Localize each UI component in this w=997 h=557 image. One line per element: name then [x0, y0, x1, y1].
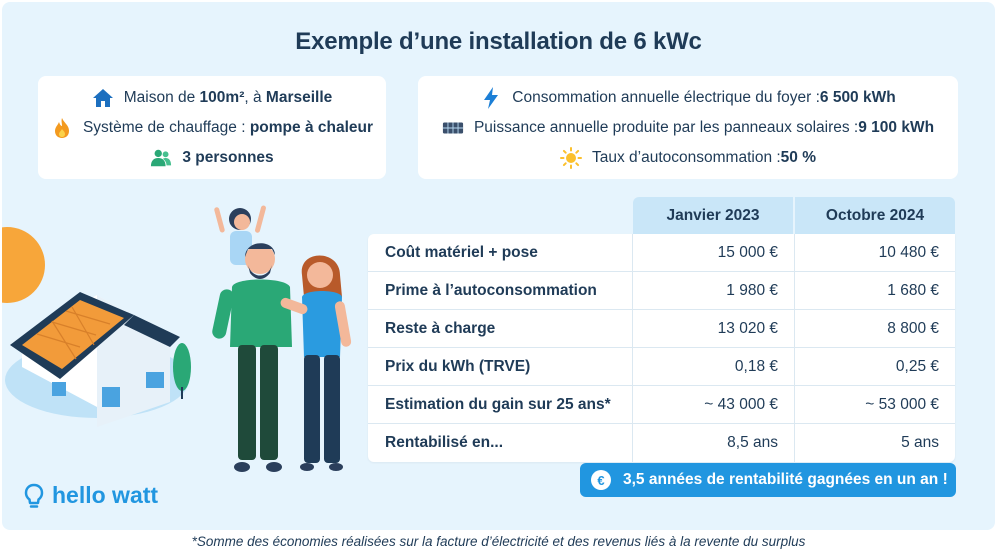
- self-consumption-value: 50 %: [780, 149, 817, 166]
- production-value: 9 100 kWh: [858, 119, 935, 136]
- family-drawing: [212, 205, 352, 472]
- cell-jan-2023: 1 980 €: [726, 282, 778, 299]
- consumption-line: Consommation annuelle électrique du foye…: [418, 87, 958, 109]
- column-header-oct-2024: Octobre 2024: [795, 197, 955, 234]
- energy-info-box: Consommation annuelle électrique du foye…: [418, 76, 958, 179]
- occupants-count: 3 personnes: [182, 149, 274, 166]
- cell-oct-2024: 8 800 €: [887, 320, 939, 337]
- hello-watt-logo: hello watt: [24, 482, 158, 509]
- table-row: Prime à l’autoconsommation 1 980 € 1 680…: [368, 272, 955, 310]
- column-header-jan-2023: Janvier 2023: [633, 197, 793, 234]
- cell-jan-2023: ~ 43 000 €: [704, 396, 778, 413]
- row-label: Rentabilisé en...: [385, 434, 504, 451]
- house-city: Marseille: [265, 89, 333, 106]
- household-info-box: Maison de 100m², à Marseille Système de …: [38, 76, 386, 179]
- production-prefix: Puissance annuelle produite par les pann…: [473, 119, 859, 136]
- self-consumption-prefix: Taux d’autoconsommation :: [591, 149, 781, 166]
- house-size: 100m²: [199, 89, 245, 106]
- logo-text: hello watt: [52, 482, 159, 508]
- column-divider: [794, 234, 795, 462]
- cell-jan-2023: 8,5 ans: [727, 434, 778, 451]
- heating-line: Système de chauffage : pompe à chaleur: [38, 118, 386, 138]
- table-row: Rentabilisé en... 8,5 ans 5 ans: [368, 424, 955, 462]
- row-label: Reste à charge: [385, 320, 496, 337]
- table-row: Estimation du gain sur 25 ans* ~ 43 000 …: [368, 386, 955, 424]
- cell-oct-2024: 10 480 €: [878, 244, 939, 261]
- cell-jan-2023: 13 020 €: [717, 320, 778, 337]
- house-family-illustration: [2, 205, 352, 472]
- rentability-banner: € 3,5 années de rentabilité gagnées en u…: [580, 463, 956, 497]
- production-line: Puissance annuelle produite par les pann…: [418, 118, 958, 138]
- cell-oct-2024: 0,25 €: [895, 358, 939, 375]
- occupants-line: 3 personnes: [38, 148, 386, 168]
- footnote: *Somme des économies réalisées sur la fa…: [191, 534, 806, 549]
- table-row: Prix du kWh (TRVE) 0,18 € 0,25 €: [368, 348, 955, 386]
- house-icon: [92, 88, 114, 108]
- cell-jan-2023: 15 000 €: [717, 244, 778, 261]
- infographic-card: Exemple d’une installation de 6 kWc Mais…: [2, 2, 995, 530]
- euro-icon: €: [591, 470, 611, 490]
- sun-icon: [559, 147, 582, 169]
- sun-decoration: [2, 227, 45, 303]
- heating-type: pompe à chaleur: [249, 119, 374, 136]
- solar-panel-icon: [442, 118, 464, 138]
- lightbulb-icon: [24, 483, 44, 508]
- location-prefix: Maison de: [123, 89, 196, 106]
- consumption-prefix: Consommation annuelle électrique du foye…: [512, 89, 820, 106]
- row-label: Prime à l’autoconsommation: [385, 282, 597, 299]
- lightning-icon: [480, 87, 502, 109]
- self-consumption-line: Taux d’autoconsommation : 50 %: [418, 147, 958, 169]
- cell-oct-2024: ~ 53 000 €: [865, 396, 939, 413]
- household-location-line: Maison de 100m², à Marseille: [38, 88, 386, 108]
- table-row: Coût matériel + pose 15 000 € 10 480 €: [368, 234, 955, 272]
- row-label: Estimation du gain sur 25 ans*: [385, 396, 611, 413]
- cell-oct-2024: 5 ans: [901, 434, 939, 451]
- cell-oct-2024: 1 680 €: [887, 282, 939, 299]
- row-label: Prix du kWh (TRVE): [385, 358, 531, 375]
- house-drawing: [10, 292, 191, 427]
- cell-jan-2023: 0,18 €: [734, 358, 778, 375]
- table-row: Reste à charge 13 020 € 8 800 €: [368, 310, 955, 348]
- consumption-value: 6 500 kWh: [819, 89, 896, 106]
- banner-text: 3,5 années de rentabilité gagnées en un …: [623, 471, 948, 488]
- row-label: Coût matériel + pose: [385, 244, 538, 261]
- column-divider: [632, 234, 633, 462]
- heating-prefix: Système de chauffage :: [82, 119, 246, 136]
- page-title: Exemple d’une installation de 6 kWc: [295, 28, 702, 55]
- comparison-table: Coût matériel + pose 15 000 € 10 480 € P…: [368, 234, 955, 462]
- location-separator: , à: [244, 89, 262, 106]
- people-icon: [150, 148, 172, 168]
- flame-icon: [51, 118, 73, 138]
